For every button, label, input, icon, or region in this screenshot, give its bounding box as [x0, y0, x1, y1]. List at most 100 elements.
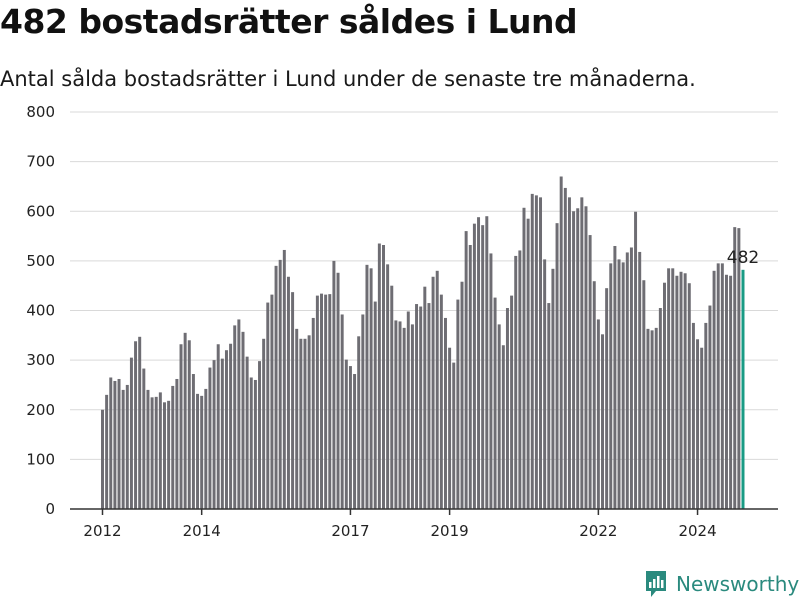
bar — [101, 409, 104, 509]
bar — [369, 268, 373, 509]
bar — [431, 276, 435, 509]
y-tick-label: 300 — [26, 351, 55, 369]
bar — [650, 330, 654, 509]
bars: 482 — [101, 176, 759, 510]
bar — [460, 281, 464, 509]
bar — [663, 282, 666, 509]
bar — [518, 250, 522, 509]
bar — [249, 377, 253, 509]
y-tick-label: 0 — [45, 500, 55, 518]
y-tick-label: 800 — [26, 103, 55, 121]
x-axis: 2012 2014 2017 2019 2022 2024 — [70, 508, 778, 540]
bar — [415, 304, 419, 509]
bar-highlight — [741, 269, 745, 509]
bar — [274, 265, 278, 509]
bar — [154, 396, 158, 509]
bar — [167, 400, 171, 509]
bar — [729, 275, 733, 509]
bar — [708, 305, 712, 509]
bar — [555, 223, 559, 509]
bar — [237, 319, 241, 509]
bar — [171, 385, 175, 509]
bar — [229, 343, 233, 509]
bar — [105, 394, 109, 509]
bar — [258, 361, 262, 509]
bar — [452, 362, 456, 509]
bar — [501, 345, 505, 509]
bar — [551, 268, 555, 509]
bar — [125, 384, 129, 509]
bar — [150, 397, 154, 509]
bar — [138, 336, 142, 509]
bar — [377, 243, 381, 509]
bar — [580, 197, 584, 509]
bar — [609, 263, 613, 509]
newsworthy-logo-icon — [646, 571, 666, 597]
bar — [196, 393, 200, 509]
bar — [737, 228, 741, 509]
bar — [365, 264, 369, 509]
bar — [704, 322, 708, 509]
bar — [485, 216, 489, 509]
bar — [224, 350, 228, 509]
bar — [241, 331, 245, 509]
bar — [253, 379, 257, 509]
bar — [163, 402, 166, 509]
x-tick-label: 2024 — [678, 522, 716, 540]
bar — [398, 321, 402, 509]
bar — [448, 347, 452, 509]
bar — [464, 231, 468, 509]
bar — [328, 294, 332, 509]
bar — [212, 360, 216, 510]
bar — [191, 374, 195, 509]
bar — [605, 288, 609, 509]
bar — [642, 280, 646, 509]
bar — [109, 377, 113, 509]
bar — [683, 273, 687, 509]
bar — [505, 308, 509, 509]
bar — [278, 259, 282, 509]
bar — [646, 328, 650, 509]
bar — [266, 302, 270, 509]
bar — [572, 211, 576, 509]
bar — [373, 301, 377, 509]
bar — [134, 341, 138, 509]
bar — [510, 295, 514, 509]
bar — [353, 374, 357, 509]
bar — [724, 274, 728, 509]
bar — [187, 340, 191, 509]
bar — [410, 324, 414, 509]
bar — [427, 303, 431, 509]
bar — [357, 336, 361, 509]
bar — [691, 322, 695, 509]
bar — [443, 317, 447, 509]
bar — [497, 324, 501, 509]
bar — [117, 378, 121, 509]
bar — [671, 268, 675, 509]
bar — [543, 259, 547, 509]
grid-lines: 0 100 200 300 400 500 600 700 800 — [26, 103, 778, 518]
bar — [592, 281, 596, 509]
bar — [158, 392, 162, 509]
bar — [386, 264, 390, 509]
bar — [539, 197, 543, 509]
bar — [262, 338, 266, 509]
newsworthy-brand[interactable]: Newsworthy — [644, 568, 799, 600]
bar — [563, 187, 567, 509]
bar — [679, 271, 683, 509]
x-tick-label: 2014 — [183, 522, 221, 540]
bar — [493, 297, 497, 509]
bar — [336, 272, 340, 509]
bar — [456, 299, 460, 509]
bar — [576, 208, 580, 509]
bar — [299, 338, 303, 509]
y-tick-label: 600 — [26, 202, 55, 220]
bar — [472, 223, 476, 509]
bar — [613, 245, 617, 510]
bar — [216, 344, 220, 509]
bar — [477, 217, 481, 509]
bar — [638, 251, 642, 509]
bar — [559, 176, 563, 509]
bar — [588, 235, 592, 509]
bar — [291, 292, 295, 509]
